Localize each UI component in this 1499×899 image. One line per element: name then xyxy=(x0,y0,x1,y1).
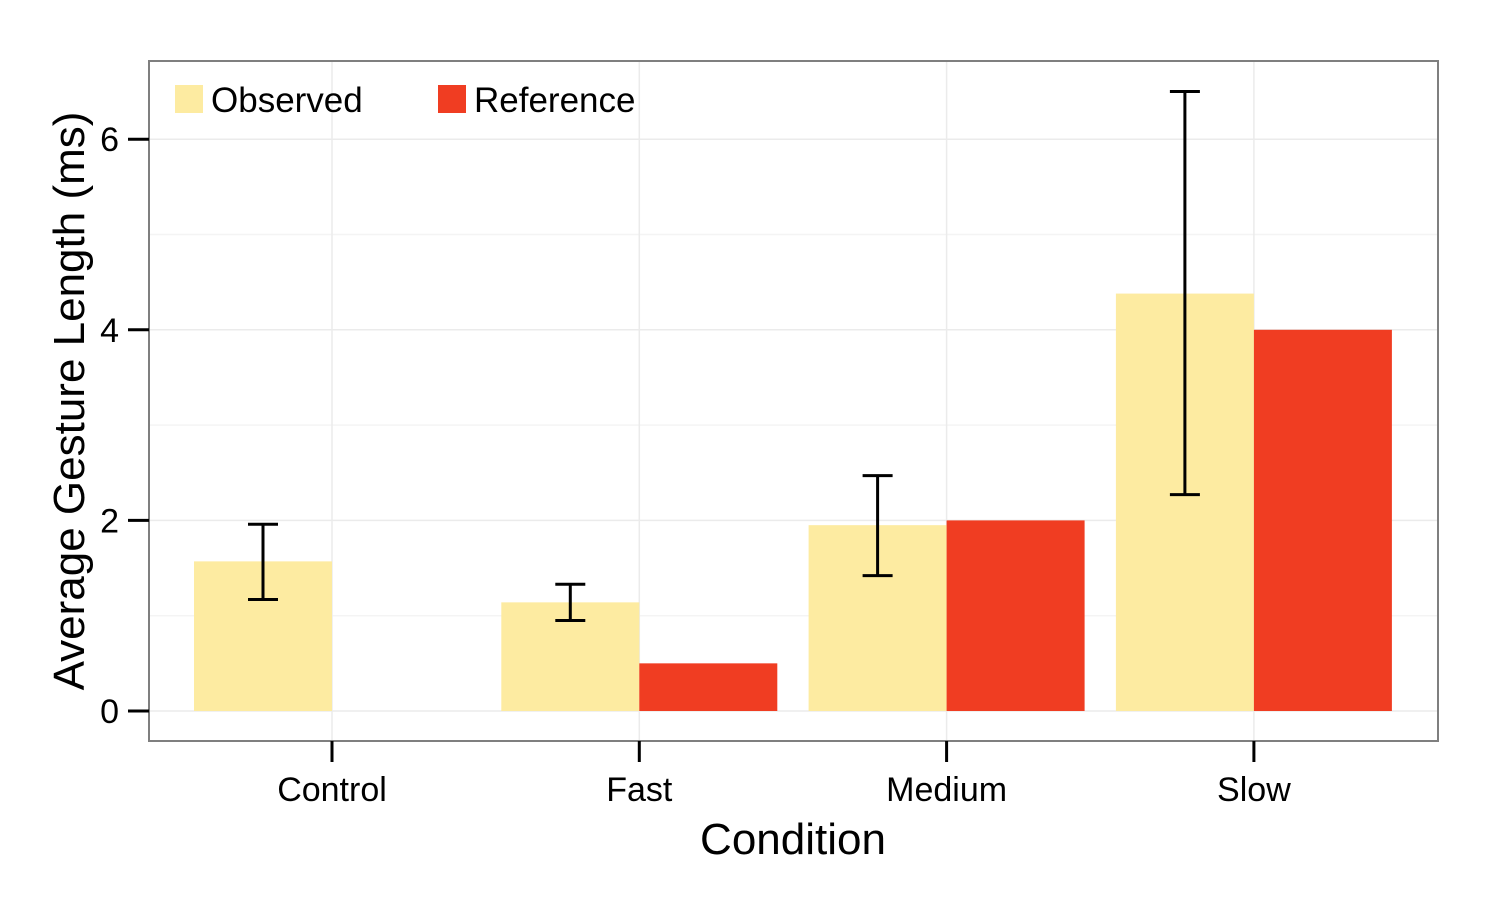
x-axis: Control Fast Medium Slow xyxy=(277,741,1291,809)
y-tick-label: 0 xyxy=(100,693,119,731)
error-bar-slow xyxy=(1169,90,1200,497)
y-axis: 0 2 4 6 xyxy=(100,121,149,731)
legend: Observed Reference xyxy=(175,81,635,120)
y-tick-label: 6 xyxy=(100,121,119,159)
x-tick-label: Control xyxy=(277,771,387,809)
x-tick-label: Slow xyxy=(1217,771,1291,809)
error-bar-fast xyxy=(555,582,586,622)
x-tick-label: Fast xyxy=(606,771,673,809)
y-axis-title: Average Gesture Length (ms) xyxy=(45,112,94,691)
panel-border xyxy=(148,60,1439,742)
legend-label: Observed xyxy=(211,81,363,120)
error-bar-medium xyxy=(862,474,893,578)
error-bars xyxy=(248,90,1200,622)
y-tick-label: 4 xyxy=(100,312,119,350)
legend-swatch xyxy=(175,85,203,113)
x-axis-title: Condition xyxy=(700,815,886,864)
legend-item-reference: Reference xyxy=(438,81,635,120)
legend-label: Reference xyxy=(474,81,635,120)
bars xyxy=(194,293,1392,711)
bar-reference-fast xyxy=(639,663,778,711)
legend-item-observed: Observed xyxy=(175,81,363,120)
legend-swatch xyxy=(438,85,466,113)
x-tick-label: Medium xyxy=(886,771,1007,809)
y-tick-label: 2 xyxy=(100,502,119,540)
bar-reference-slow xyxy=(1253,329,1392,711)
error-bar-control xyxy=(248,522,278,601)
bar-reference-medium xyxy=(946,520,1085,711)
